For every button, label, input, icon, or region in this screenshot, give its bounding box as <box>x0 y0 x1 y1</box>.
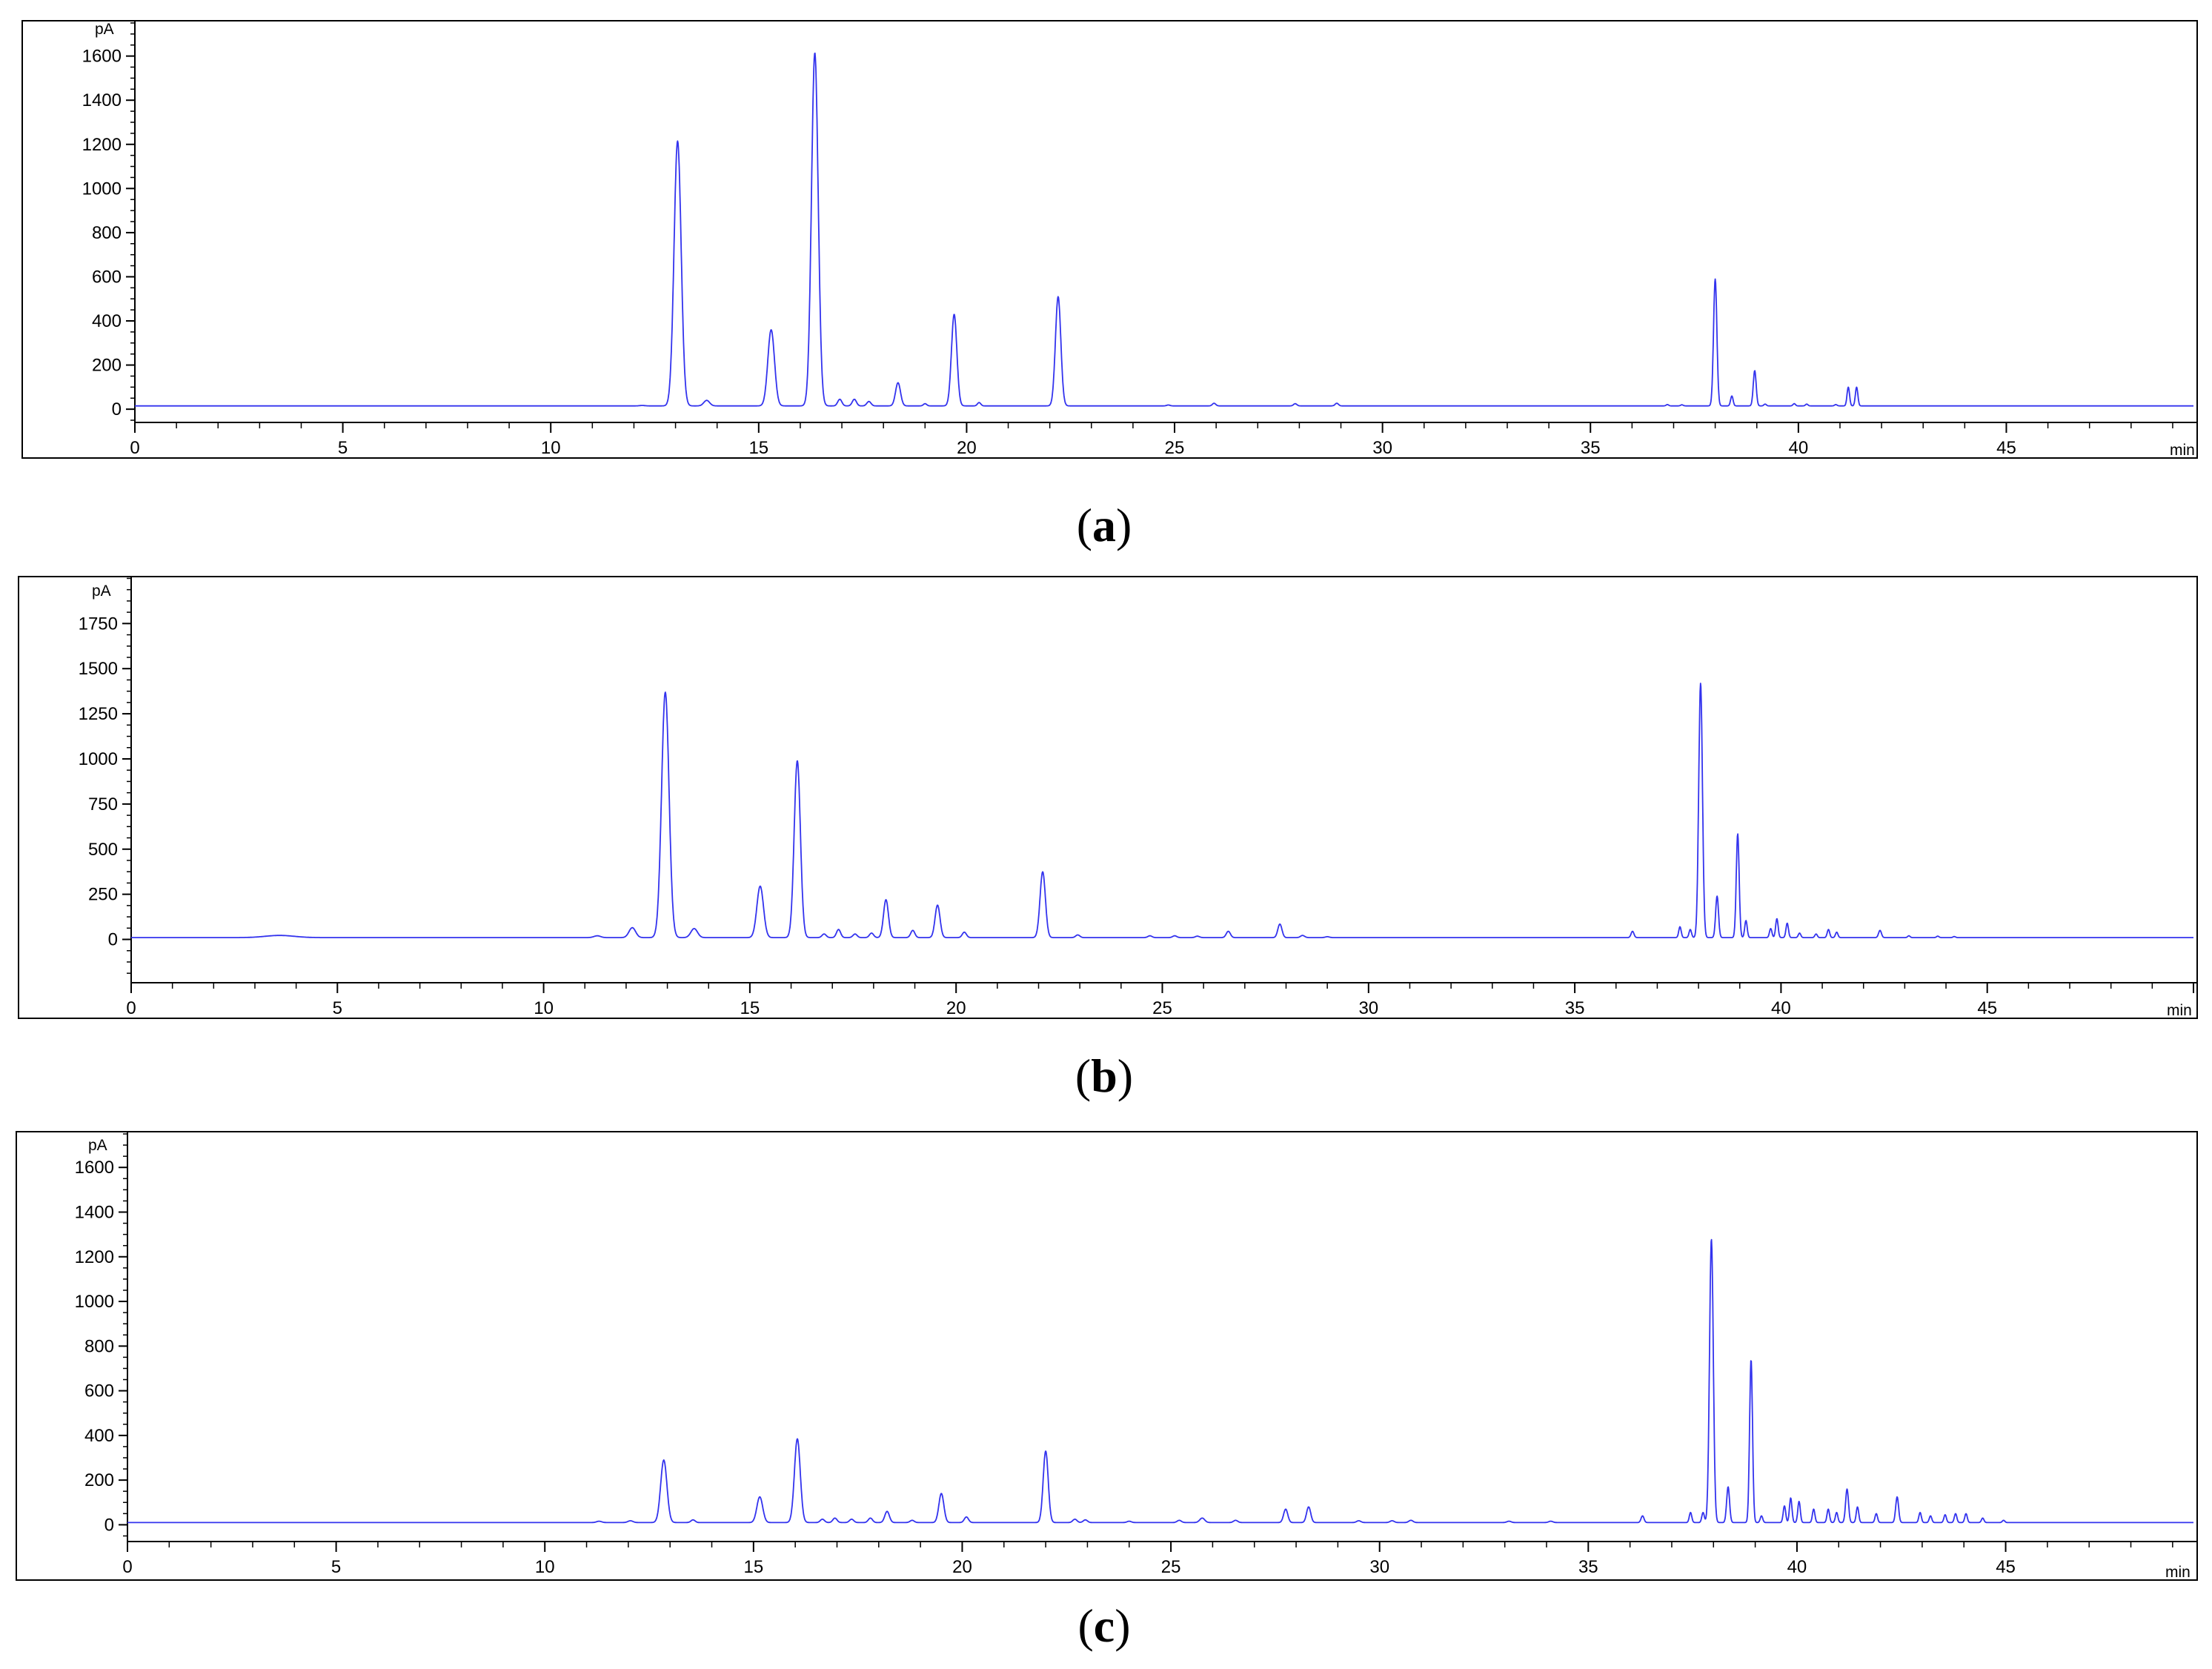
panel-c-x-tick-label: 5 <box>331 1557 341 1577</box>
panel-c-y-unit: pA <box>88 1137 107 1154</box>
panel-a-y-tick-label: 1000 <box>82 179 122 199</box>
panel-a-y-tick-label: 600 <box>92 267 122 287</box>
panel-b: 0 250 500 750 1000 1250 1500 1750 0 5 10 15 20 25 30 35… <box>18 576 2198 1102</box>
panel-c-frame <box>16 1131 2198 1581</box>
panel-c-plot: 0 200 400 600 800 1000 1200 1400 1600 0 5 10 15 20 25 3… <box>75 1132 2197 1577</box>
panel-b-x-tick-label: 0 <box>126 998 136 1018</box>
panel-a-y-tick-label: 400 <box>92 311 122 331</box>
panel-a-x-tick-label: 10 <box>541 438 561 458</box>
panel-c-y-tick-label: 0 <box>104 1515 114 1535</box>
panel-a-y-tick-label: 0 <box>112 399 122 419</box>
panel-a-x-tick-label: 20 <box>957 438 977 458</box>
panel-b-label: (b) <box>1075 1049 1133 1102</box>
panel-b-x-tick-label: 15 <box>740 998 760 1018</box>
panel-a-x-tick-label: 25 <box>1165 438 1185 458</box>
panel-b-frame <box>18 576 2198 1019</box>
panel-b-x-unit: min <box>2167 1002 2192 1019</box>
panel-b-y-tick-label: 0 <box>108 930 118 950</box>
panel-c-x-tick-label: 25 <box>1161 1557 1181 1577</box>
panel-b-y-tick-label: 1000 <box>79 749 118 769</box>
panel-c-y-tick-label: 400 <box>84 1426 114 1446</box>
panel-a-y-tick-label: 1600 <box>82 47 122 67</box>
panel-c-x-tick-label: 35 <box>1578 1557 1598 1577</box>
panel-b-x-tick-label: 30 <box>1358 998 1378 1018</box>
panel-c-y-tick-label: 200 <box>84 1470 114 1490</box>
panel-a-x-unit: min <box>2170 442 2195 459</box>
panel-a: 0 200 400 600 800 1000 1200 1400 1600 0 5 10 15 20 25 3… <box>21 20 2198 551</box>
panel-b-x-tick-label: 25 <box>1152 998 1172 1018</box>
panel-c: 0 200 400 600 800 1000 1200 1400 1600 0 5 10 15 20 25 3… <box>16 1131 2198 1652</box>
panel-b-x-tick-label: 45 <box>1977 998 1997 1018</box>
panel-c-label: (c) <box>1077 1599 1130 1652</box>
panel-b-x-tick-label: 35 <box>1565 998 1585 1018</box>
panel-b-y-tick-label: 250 <box>88 885 118 905</box>
panel-b-x-tick-label: 10 <box>534 998 554 1018</box>
panel-c-x-tick-label: 15 <box>743 1557 763 1577</box>
panel-c-x-tick-label: 0 <box>122 1557 132 1577</box>
panel-a-x-tick-label: 35 <box>1581 438 1601 458</box>
panel-b-y-tick-label: 1250 <box>79 704 118 724</box>
panel-c-y-tick-label: 800 <box>84 1336 114 1356</box>
panel-a-y-tick-label: 1400 <box>82 90 122 110</box>
panel-c-x-tick-label: 45 <box>1996 1557 2016 1577</box>
panel-a-x-tick-label: 5 <box>338 438 348 458</box>
panel-b-y-tick-label: 500 <box>88 840 118 860</box>
panel-a-plot: 0 200 400 600 800 1000 1200 1400 1600 0 5 10 15 20 25 3… <box>82 21 2197 458</box>
panel-a-x-tick-label: 15 <box>748 438 768 458</box>
panel-b-y-unit: pA <box>92 583 111 600</box>
panel-a-frame <box>21 20 2198 459</box>
panel-b-signal-trace <box>130 683 2194 938</box>
panel-b-y-tick-label: 1500 <box>79 659 118 679</box>
panel-a-y-tick-label: 200 <box>92 356 122 376</box>
panel-a-x-tick-label: 0 <box>130 438 139 458</box>
panel-b-x-tick-label: 20 <box>946 998 966 1018</box>
panel-a-signal-trace <box>134 52 2194 407</box>
panel-b-plot: 0 250 500 750 1000 1250 1500 1750 0 5 10 15 20 25 30 35… <box>79 577 2197 1018</box>
panel-c-signal-trace <box>127 1238 2194 1524</box>
panel-c-y-tick-label: 1000 <box>75 1292 114 1312</box>
panel-c-x-tick-label: 20 <box>952 1557 972 1577</box>
panel-b-y-tick-label: 1750 <box>79 614 118 634</box>
panel-a-y-unit: pA <box>95 21 114 38</box>
panel-a-x-tick-label: 30 <box>1372 438 1392 458</box>
panel-b-x-tick-label: 40 <box>1771 998 1791 1018</box>
panel-a-label: (a) <box>1077 499 1132 551</box>
panel-c-x-tick-label: 40 <box>1787 1557 1807 1577</box>
panel-c-x-tick-label: 10 <box>535 1557 555 1577</box>
panel-b-y-tick-label: 750 <box>88 794 118 814</box>
panel-c-y-tick-label: 600 <box>84 1381 114 1401</box>
panel-c-x-unit: min <box>2165 1564 2191 1581</box>
panel-a-x-tick-label: 40 <box>1788 438 1808 458</box>
panel-a-y-tick-label: 1200 <box>82 135 122 155</box>
panel-c-y-tick-label: 1400 <box>75 1202 114 1222</box>
panel-a-y-tick-label: 800 <box>92 223 122 243</box>
panel-a-x-tick-label: 45 <box>1996 438 2016 458</box>
panel-c-x-tick-label: 30 <box>1369 1557 1389 1577</box>
panel-c-y-tick-label: 1200 <box>75 1247 114 1267</box>
panel-b-x-tick-label: 5 <box>333 998 342 1018</box>
panel-c-y-tick-label: 1600 <box>75 1158 114 1178</box>
